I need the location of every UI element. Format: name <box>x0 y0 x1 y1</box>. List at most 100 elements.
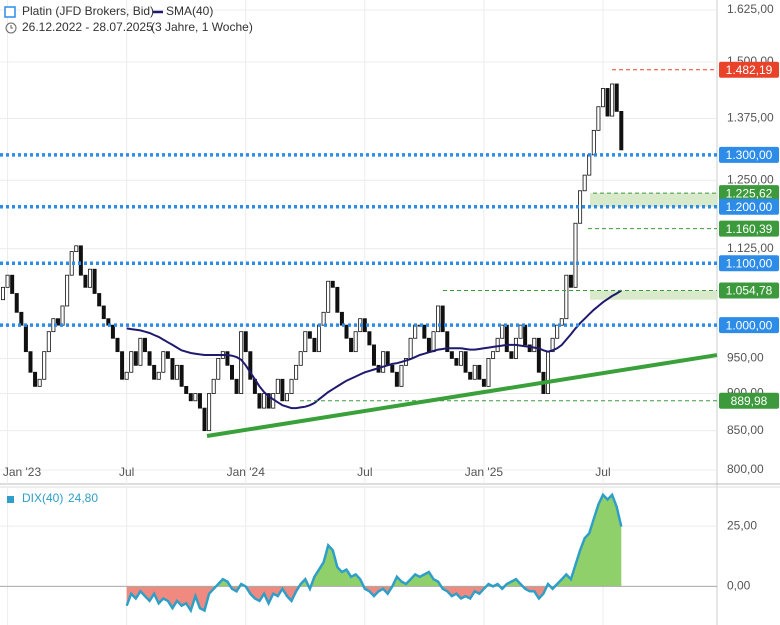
x-tick-label: Jul <box>357 465 372 479</box>
candle <box>385 351 390 366</box>
level-box <box>719 392 779 409</box>
candle <box>381 351 386 373</box>
candle <box>5 274 10 288</box>
candle <box>225 351 230 366</box>
candle <box>591 129 596 156</box>
candle <box>216 358 221 380</box>
candle <box>83 274 88 288</box>
candle <box>115 337 120 353</box>
candle <box>184 385 189 394</box>
candle <box>23 324 28 353</box>
x-tick-label: Jan '24 <box>227 465 266 479</box>
candle <box>394 371 399 387</box>
candle <box>582 174 587 192</box>
candle <box>335 286 340 313</box>
candle <box>179 364 184 387</box>
candle <box>156 371 161 380</box>
candle <box>367 331 372 346</box>
candle <box>266 393 271 409</box>
candle <box>399 364 404 387</box>
candle <box>28 351 33 373</box>
level-box <box>719 198 779 215</box>
x-tick-label: Jan '23 <box>3 465 42 479</box>
candle <box>477 364 482 380</box>
y-tick-label: 850,00 <box>727 423 764 437</box>
candle <box>454 358 459 366</box>
candle <box>78 245 83 276</box>
clock-icon <box>5 22 17 34</box>
level-label: 1.000,00 <box>726 318 773 332</box>
candle <box>280 378 285 402</box>
candle <box>555 324 560 339</box>
y-tick-label: 950,00 <box>727 351 764 365</box>
candle <box>339 311 344 326</box>
candle <box>74 245 79 252</box>
candle <box>307 331 312 339</box>
candle <box>408 337 413 359</box>
candle <box>14 293 19 313</box>
candle <box>55 318 60 326</box>
level-label: 889,98 <box>731 394 768 408</box>
y-tick-label: 1.125,00 <box>727 241 774 255</box>
level-box <box>719 282 779 299</box>
candle <box>513 337 518 359</box>
candle <box>207 393 212 432</box>
candle <box>37 378 42 387</box>
candle <box>564 274 569 320</box>
legend-label: SMA(40) <box>166 4 213 18</box>
level-label: 1.160,39 <box>726 222 773 236</box>
candle <box>559 318 564 326</box>
candle <box>509 351 514 359</box>
candle <box>142 337 147 353</box>
candle <box>152 364 157 380</box>
sma-line <box>126 289 622 410</box>
x-tick-label: Jul <box>595 465 610 479</box>
candle <box>587 154 592 176</box>
level-box <box>719 317 779 334</box>
level-label: 1.054,78 <box>726 284 773 298</box>
candle <box>596 106 601 131</box>
candle <box>321 311 326 326</box>
candle <box>101 305 106 320</box>
level-label: 1.482,19 <box>726 63 773 77</box>
candle <box>481 378 486 387</box>
candle <box>573 222 578 288</box>
candle <box>527 344 532 353</box>
candle <box>504 324 509 353</box>
candle <box>19 311 24 326</box>
candle <box>330 280 335 288</box>
chart-title: Platin (JFD Brokers, Bid) <box>22 4 154 18</box>
series-checkbox[interactable] <box>4 6 16 18</box>
candle <box>523 324 528 346</box>
candle <box>42 351 47 380</box>
legend-value: 24,80 <box>68 491 98 505</box>
candle <box>284 393 289 402</box>
clock-icon <box>10 25 13 29</box>
candle <box>440 305 445 333</box>
level-label: 1.300,00 <box>726 148 773 162</box>
candle <box>124 371 129 380</box>
candle <box>518 324 523 339</box>
indicator-line <box>125 492 623 614</box>
candle <box>197 393 202 409</box>
candle <box>229 364 234 380</box>
candle <box>568 274 573 288</box>
candle <box>133 351 138 366</box>
level-label: 1.225,62 <box>726 186 773 200</box>
candle <box>161 351 166 373</box>
y-tick-label: 1.625,00 <box>727 2 774 16</box>
y-tick-label: 0,00 <box>727 579 751 593</box>
candle <box>243 331 248 353</box>
level-box <box>719 220 779 237</box>
candle <box>472 364 477 380</box>
candle <box>294 364 299 380</box>
candle <box>193 393 198 402</box>
candle <box>202 407 207 432</box>
candle <box>10 274 15 294</box>
candle <box>97 293 102 307</box>
candle <box>0 286 6 301</box>
candle <box>436 305 441 333</box>
candle <box>344 324 349 339</box>
candle <box>463 351 468 373</box>
candle <box>550 337 555 353</box>
